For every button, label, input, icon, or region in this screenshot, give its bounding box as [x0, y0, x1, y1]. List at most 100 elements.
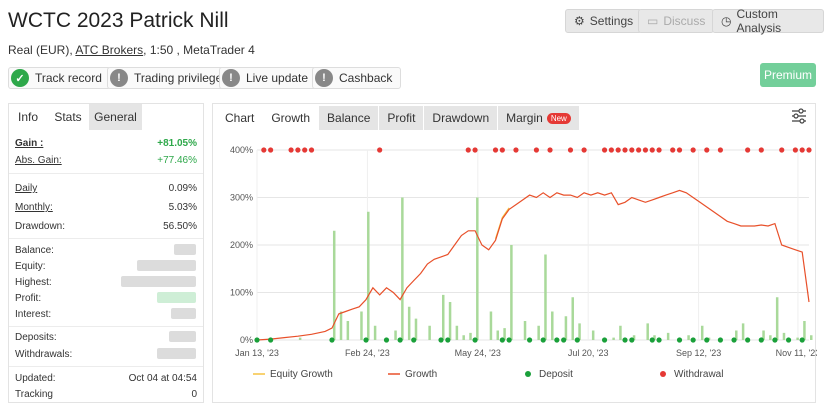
broker-link[interactable]: ATC Brokers [75, 43, 144, 57]
trade-bar [803, 321, 806, 340]
stat-drawdown: Drawdown: 56.50% [15, 221, 197, 232]
redacted-value [171, 308, 196, 319]
withdrawal-marker [799, 147, 805, 153]
trade-bar [339, 311, 343, 340]
trade-bar [646, 323, 649, 340]
stat-value: 5.03% [168, 202, 197, 213]
withdrawal-marker [792, 147, 798, 153]
withdrawal-marker [636, 147, 642, 153]
trade-bar [469, 332, 472, 340]
deposit-marker [649, 337, 655, 343]
badge-trading-privileges[interactable]: ! Trading privileges [107, 67, 238, 89]
stat-withdrawals: Withdrawals: [15, 349, 197, 360]
exclamation-icon: ! [110, 69, 128, 87]
stat-value: 56.50% [163, 221, 197, 232]
deposit-marker [540, 337, 546, 343]
stat-daily: Daily 0.09% [15, 183, 197, 194]
deposit-marker [561, 337, 567, 343]
stat-label: Highest: [15, 277, 52, 288]
custom-analysis-button[interactable]: ◷ Custom Analysis [712, 7, 824, 35]
badge-cashback[interactable]: ! Cashback [312, 67, 402, 89]
stat-label[interactable]: Monthly: [15, 202, 53, 213]
tab-drawdown[interactable]: Drawdown [424, 106, 498, 130]
trade-bar [666, 332, 670, 340]
discuss-button[interactable]: ▭ Discuss [638, 9, 715, 33]
withdrawal-marker [581, 147, 587, 153]
withdrawal-marker [704, 147, 710, 153]
deposit-marker [772, 337, 778, 343]
trade-bar [414, 318, 418, 340]
tab-profit[interactable]: Profit [379, 106, 424, 130]
stat-label[interactable]: Gain : [15, 138, 44, 149]
tab-margin[interactable]: Margin New [498, 106, 579, 130]
stat-label[interactable]: Abs. Gain: [15, 155, 62, 166]
settings-button[interactable]: ⚙ Settings [565, 9, 643, 33]
divider [9, 238, 203, 239]
tab-growth[interactable]: Growth [263, 106, 319, 130]
trade-bar [346, 321, 350, 340]
withdrawal-marker [642, 147, 649, 153]
x-tick-label: Jul 20, '23 [568, 348, 609, 358]
stat-interest: Interest: [15, 309, 197, 320]
stat-value: Oct 04 at 04:54 [128, 373, 197, 384]
tab-chart[interactable]: Chart [217, 106, 263, 130]
tab-info[interactable]: Info [9, 104, 47, 130]
settings-label: Settings [589, 14, 634, 28]
deposit-marker [329, 337, 335, 343]
deposit-marker [656, 337, 662, 343]
new-badge: New [546, 112, 571, 124]
withdrawal-marker [288, 147, 294, 153]
trade-bar [428, 325, 431, 340]
legend-equity-label: Equity Growth [270, 369, 333, 380]
stat-label: Interest: [15, 309, 52, 320]
deposit-marker [704, 337, 710, 343]
trade-bar [551, 311, 554, 340]
deposit-marker [717, 337, 724, 343]
stat-value: 0.09% [168, 183, 197, 194]
trade-bar [394, 330, 397, 340]
deposit-marker [363, 337, 369, 343]
x-tick-label: Feb 24, '23 [345, 348, 390, 358]
withdrawal-marker [499, 147, 505, 153]
account-type: Real (EUR), [8, 43, 73, 57]
deposit-marker [383, 337, 390, 343]
deposit-marker [506, 337, 512, 343]
stat-label[interactable]: Daily [15, 183, 38, 194]
premium-button[interactable]: Premium [760, 63, 816, 87]
withdrawal-marker [670, 147, 676, 153]
badge-label: Cashback [339, 71, 393, 85]
legend-withdrawal-swatch [660, 371, 666, 377]
exclamation-icon: ! [315, 69, 333, 87]
badge-label: Track record [35, 71, 102, 85]
trade-bar [632, 335, 636, 340]
legend-growth-label: Growth [405, 369, 437, 380]
deposit-marker [758, 337, 764, 343]
deposit-marker [601, 337, 608, 343]
stat-label: Withdrawals: [15, 349, 73, 360]
deposit-marker [445, 337, 451, 343]
stat-value: +81.05% [157, 138, 197, 149]
stat-profit: Profit: [15, 293, 197, 304]
y-tick-label: 0% [240, 335, 253, 345]
deposit-marker [785, 337, 792, 343]
filter-settings-icon[interactable] [791, 108, 807, 124]
tab-general[interactable]: General [89, 104, 142, 130]
tab-stats[interactable]: Stats [47, 104, 89, 130]
trade-bar [591, 330, 595, 340]
stat-label: Updated: [15, 373, 56, 384]
x-tick-label: Nov 11, '23 [776, 348, 817, 358]
badge-track-record[interactable]: ✓ Track record [8, 67, 111, 89]
badge-live-update[interactable]: ! Live update [219, 67, 318, 89]
page-title: WCTC 2023 Patrick Nill [8, 9, 229, 32]
withdrawal-marker [492, 147, 499, 153]
redacted-value [174, 244, 196, 255]
stat-monthly: Monthly: 5.03% [15, 202, 197, 213]
custom-analysis-label: Custom Analysis [736, 7, 782, 35]
trade-bar [578, 323, 581, 340]
discuss-label: Discuss [663, 14, 706, 28]
check-icon: ✓ [11, 69, 29, 87]
legend-deposit-label: Deposit [539, 369, 573, 380]
trade-bar [401, 197, 404, 340]
tab-balance[interactable]: Balance [319, 106, 379, 130]
badge-label: Trading privileges [134, 71, 229, 85]
